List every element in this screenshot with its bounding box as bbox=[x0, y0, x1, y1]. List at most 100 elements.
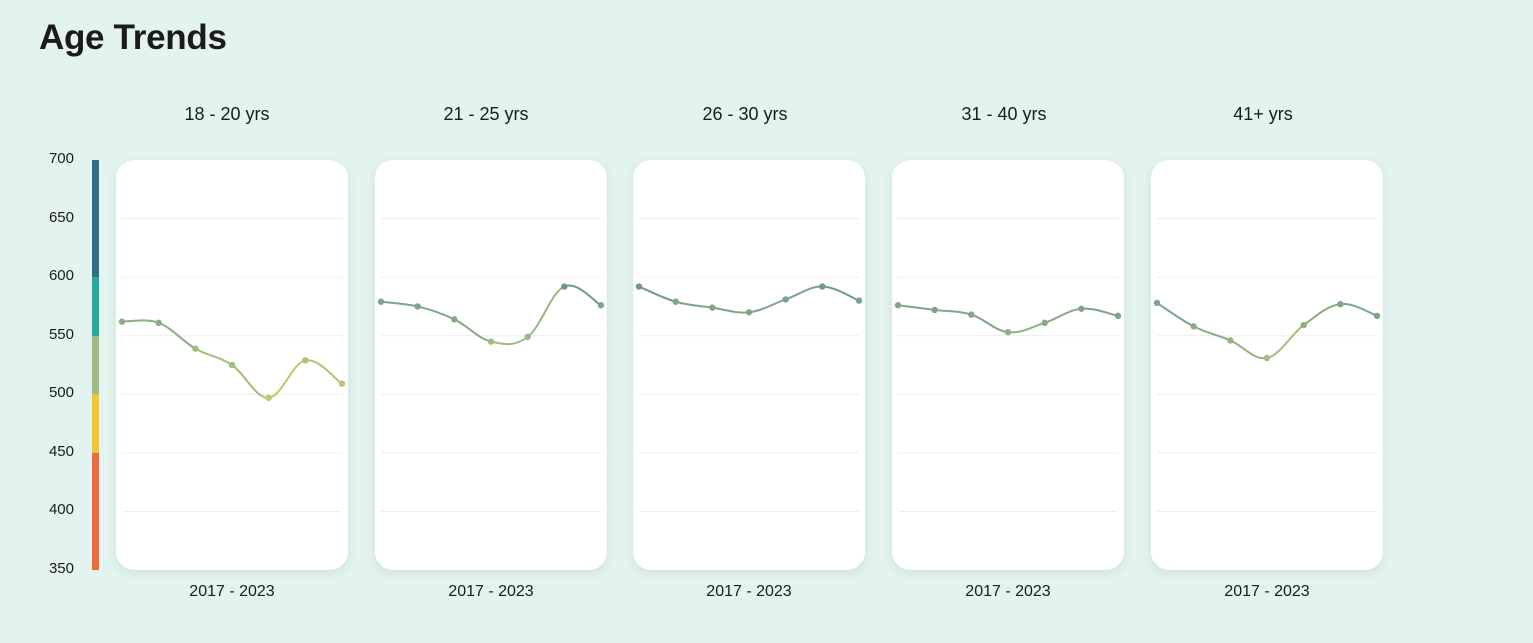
data-point[interactable] bbox=[155, 319, 162, 327]
trend-line-segment bbox=[453, 318, 492, 343]
data-point[interactable] bbox=[1300, 321, 1307, 329]
data-point[interactable] bbox=[228, 361, 236, 369]
color-scale-segment bbox=[92, 160, 99, 278]
data-point[interactable] bbox=[265, 394, 272, 401]
data-point[interactable] bbox=[1227, 337, 1234, 344]
data-point[interactable] bbox=[968, 311, 975, 318]
y-tick-label: 600 bbox=[48, 267, 74, 285]
data-point[interactable] bbox=[1078, 305, 1085, 312]
data-point[interactable] bbox=[561, 283, 568, 290]
panel-plot bbox=[118, 218, 346, 512]
trend-line-segment bbox=[711, 306, 750, 314]
panel-title: 31 - 40 yrs bbox=[961, 104, 1047, 124]
panel-x-label: 2017 - 2023 bbox=[965, 583, 1051, 600]
data-point[interactable] bbox=[597, 302, 605, 309]
data-point[interactable] bbox=[414, 303, 421, 310]
trend-line-segment bbox=[933, 308, 973, 316]
trend-line-segment bbox=[563, 284, 602, 307]
trend-line-segment bbox=[157, 321, 197, 350]
trend-line-segment bbox=[1043, 307, 1083, 324]
y-tick-label: 700 bbox=[48, 150, 74, 167]
data-point[interactable] bbox=[302, 357, 309, 364]
trend-line-segment bbox=[380, 300, 419, 308]
color-scale-segment bbox=[92, 452, 99, 570]
data-point[interactable] bbox=[1041, 319, 1048, 327]
trend-line-segment bbox=[748, 298, 787, 314]
y-tick-label: 400 bbox=[48, 501, 74, 519]
color-scale-segment bbox=[92, 394, 99, 453]
trend-line-segment bbox=[1007, 321, 1046, 334]
data-point[interactable] bbox=[451, 316, 458, 323]
trend-line-segment bbox=[970, 313, 1009, 334]
y-tick-label: 450 bbox=[48, 442, 74, 460]
panel-plot bbox=[635, 218, 863, 512]
data-point[interactable] bbox=[1190, 323, 1197, 330]
chart-panel bbox=[1151, 160, 1383, 570]
panel-x-label: 2017 - 2023 bbox=[189, 583, 275, 600]
trend-line-segment bbox=[1229, 339, 1268, 360]
trend-line-segment bbox=[231, 364, 270, 399]
trend-line-segment bbox=[1080, 307, 1119, 317]
y-tick-label: 500 bbox=[48, 384, 74, 402]
panel-x-label: 2017 - 2023 bbox=[706, 583, 792, 600]
data-point[interactable] bbox=[1153, 299, 1161, 307]
color-scale-segment bbox=[92, 335, 99, 395]
trend-line-segment bbox=[821, 285, 860, 302]
panel-x-label: 2017 - 2023 bbox=[448, 583, 534, 600]
panel-plot bbox=[1153, 218, 1381, 512]
data-point[interactable] bbox=[338, 380, 346, 387]
trend-line-segment bbox=[416, 305, 456, 321]
data-point[interactable] bbox=[709, 304, 716, 311]
trend-line-segment bbox=[490, 335, 529, 346]
y-tick-label: 550 bbox=[48, 325, 74, 343]
data-point[interactable] bbox=[672, 298, 679, 305]
data-point[interactable] bbox=[1263, 354, 1271, 362]
trend-line-segment bbox=[1192, 325, 1232, 342]
panel-title: 41+ yrs bbox=[1233, 104, 1293, 124]
chart-panel bbox=[633, 160, 865, 570]
y-axis: 700 650 600 550 500 450 400 350 bbox=[30, 150, 105, 580]
panel-x-label: 2017 - 2023 bbox=[1224, 583, 1310, 600]
panel-plot bbox=[377, 218, 605, 512]
data-point[interactable] bbox=[487, 338, 495, 345]
trend-line-segment bbox=[304, 359, 343, 385]
trend-line-segment bbox=[121, 319, 160, 324]
trend-line-segment bbox=[1302, 303, 1342, 327]
data-point[interactable] bbox=[819, 283, 826, 290]
y-tick-label: 350 bbox=[48, 560, 74, 577]
data-point[interactable] bbox=[1114, 312, 1122, 319]
data-point[interactable] bbox=[782, 296, 789, 303]
data-point[interactable] bbox=[377, 298, 385, 305]
chart-panel bbox=[116, 160, 348, 570]
y-tick-label: 650 bbox=[48, 208, 74, 226]
data-point[interactable] bbox=[745, 309, 753, 316]
trend-line-segment bbox=[784, 285, 824, 301]
data-point[interactable] bbox=[1004, 329, 1012, 336]
trend-line-segment bbox=[1156, 301, 1195, 328]
panel-title: 26 - 30 yrs bbox=[702, 104, 788, 124]
chart-panel bbox=[892, 160, 1124, 570]
data-point[interactable] bbox=[1337, 300, 1344, 308]
panel-plot bbox=[894, 218, 1122, 512]
trend-line-segment bbox=[638, 285, 677, 303]
data-point[interactable] bbox=[894, 302, 902, 309]
data-point[interactable] bbox=[855, 297, 863, 304]
trend-line-segment bbox=[194, 347, 233, 366]
panel-title: 21 - 25 yrs bbox=[443, 104, 529, 124]
data-point[interactable] bbox=[524, 333, 531, 341]
data-point[interactable] bbox=[192, 345, 199, 352]
data-point[interactable] bbox=[635, 283, 643, 290]
trend-line-segment bbox=[1339, 303, 1378, 317]
panel-title: 18 - 20 yrs bbox=[184, 104, 270, 124]
trend-line-segment bbox=[526, 285, 566, 338]
color-scale-segment bbox=[92, 277, 99, 336]
data-point[interactable] bbox=[1373, 312, 1381, 319]
color-scale-bar bbox=[92, 160, 99, 570]
data-point[interactable] bbox=[931, 306, 938, 314]
chart-panel bbox=[375, 160, 607, 570]
trend-line-segment bbox=[897, 304, 936, 311]
trend-line-segment bbox=[267, 359, 307, 399]
data-point[interactable] bbox=[118, 318, 126, 325]
page-title: Age Trends bbox=[39, 18, 227, 57]
trend-line-segment bbox=[674, 300, 714, 309]
